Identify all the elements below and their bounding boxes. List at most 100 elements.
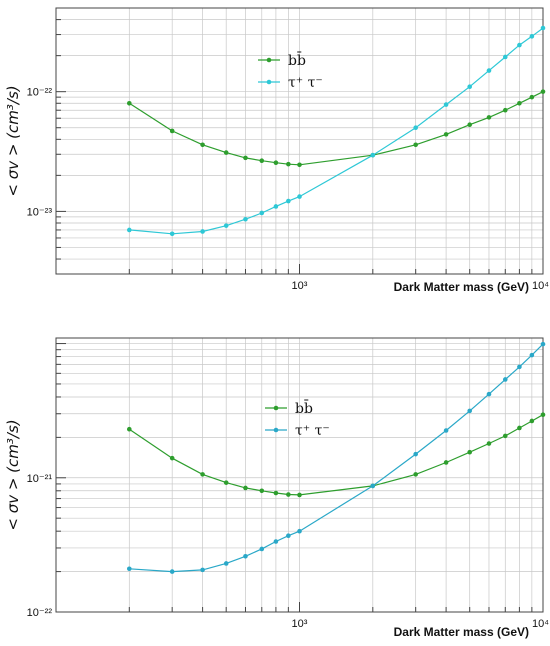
data-point [223,480,229,485]
data-point [413,472,418,477]
data-point [127,100,132,106]
data-point [243,216,248,222]
series-line [128,414,544,496]
legend-marker [273,405,279,411]
data-point [200,567,205,573]
series-bb [127,412,546,498]
data-point [223,561,229,566]
grid [56,8,544,274]
data-point [169,455,175,461]
data-point [243,155,248,161]
data-point [223,150,229,155]
plot-frame [55,7,544,275]
data-point [370,483,376,489]
data-point [467,408,472,414]
data-point [273,539,279,544]
data-point [223,223,229,228]
legend-label: τ⁺ τ⁻ [288,75,323,91]
y-axis-label: < σv > (cm³/s) [4,85,22,196]
data-point [502,433,508,439]
data-point [286,492,291,497]
data-point [540,89,546,94]
data-point [517,425,522,431]
x-axis-label: Dark Matter mass (GeV) [394,280,529,294]
x-axis-label: Dark Matter mass (GeV) [394,625,529,639]
x-tick-label: 10⁴ [532,618,549,630]
series-line [128,91,544,166]
data-point [502,107,508,113]
series-line [129,343,544,573]
data-point [370,152,376,158]
data-point [486,391,492,397]
legend-marker [266,57,272,63]
y-tick-label: 10⁻²² [27,607,53,619]
data-point [529,94,535,100]
y-axis-label: < σv > (cm³/s) [4,419,22,530]
data-point [273,160,279,166]
data-point [273,490,279,496]
data-point [169,231,175,237]
data-point [200,229,205,234]
x-tick-label: 10³ [292,280,308,292]
plot-frame [55,337,544,613]
chart-panel-2: 10³ 10⁴ 10⁻²² 10⁻²¹ Dark Matter mass (GeV) < … [4,337,549,639]
data-point [502,377,508,382]
data-point [200,142,205,148]
data-point [517,364,522,370]
data-point [529,34,535,39]
data-point [169,128,175,134]
data-point [243,485,248,491]
data-point [540,341,546,347]
data-point [467,84,472,90]
data-point [517,100,522,106]
data-point [297,162,302,168]
data-point [297,492,302,498]
data-point [529,418,535,424]
data-point [443,132,449,137]
data-point [243,554,248,559]
data-point [467,122,472,127]
y-tick-label: 10⁻²¹ [27,473,53,485]
data-point [259,210,265,216]
legend-marker [266,79,272,85]
series-tautau [127,341,546,574]
series-tautau [127,25,546,237]
chart-panel-1: 10³ 10⁴ 10⁻²³ 10⁻²² Dark Matter mass (GeV) < … [4,7,549,294]
data-point [127,426,132,432]
data-point [259,158,265,164]
data-point [413,142,418,148]
data-point [540,412,546,418]
data-point [259,488,265,494]
x-tick-label: 10³ [292,618,308,630]
y-tick-label: 10⁻²³ [27,206,53,218]
legend-label: τ⁺ τ⁻ [295,423,330,439]
data-point [169,569,175,574]
data-point [517,42,522,48]
data-point [486,68,492,73]
data-point [127,227,132,233]
series-line [129,27,544,235]
data-point [127,566,132,572]
data-point [529,352,535,358]
legend: bb̄ τ⁺ τ⁻ [265,399,330,439]
data-point [443,460,449,465]
data-point [443,102,449,107]
legend: bb̄ τ⁺ τ⁻ [258,51,323,91]
data-point [297,194,302,199]
legend-label: bb̄ [288,51,306,69]
x-tick-label: 10⁴ [532,280,549,292]
data-point [286,198,291,204]
legend-marker [273,427,279,433]
data-point [467,449,472,455]
data-point [259,546,265,552]
data-point [273,204,279,209]
y-tick-label: 10⁻²² [27,87,53,99]
data-point [540,25,546,31]
data-point [413,451,418,457]
data-point [297,528,302,534]
legend-label: bb̄ [295,399,313,417]
data-point [443,428,449,433]
data-point [502,54,508,60]
data-point [486,115,492,120]
